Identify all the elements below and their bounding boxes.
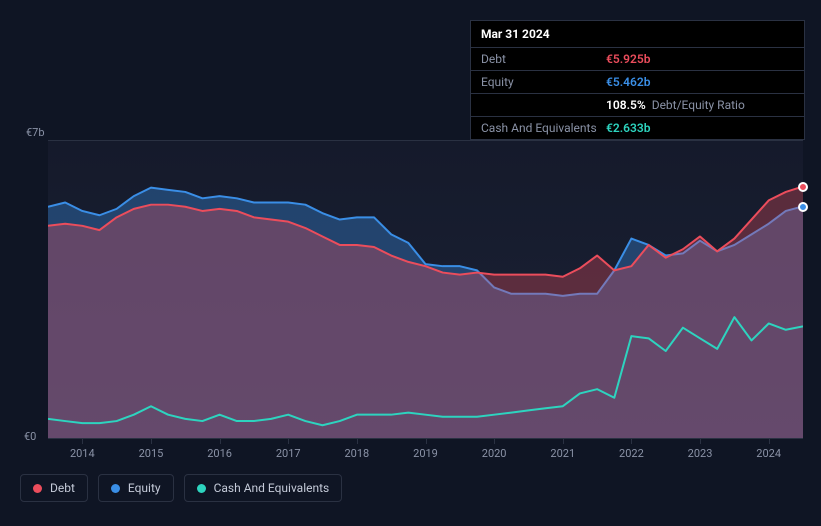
x-tick <box>700 439 701 444</box>
tooltip-row-value: €5.462b <box>606 75 650 89</box>
legend-label: Equity <box>128 481 161 495</box>
legend-label: Debt <box>50 481 75 495</box>
x-tick-label: 2024 <box>756 447 781 460</box>
tooltip-row: Equity€5.462b <box>471 71 804 94</box>
legend-dot-icon <box>197 484 206 493</box>
series-end-marker <box>798 202 808 212</box>
tooltip-row: 108.5%Debt/Equity Ratio <box>471 94 804 117</box>
x-tick <box>563 439 564 444</box>
tooltip-row-value: €5.925b <box>606 52 650 66</box>
tooltip-row-label <box>481 98 606 112</box>
legend-label: Cash And Equivalents <box>214 481 330 495</box>
tooltip-row: Debt€5.925b <box>471 48 804 71</box>
x-tick-label: 2014 <box>70 447 95 460</box>
x-tick <box>220 439 221 444</box>
chart-tooltip: Mar 31 2024 Debt€5.925bEquity€5.462b108.… <box>470 20 805 140</box>
x-tick-label: 2019 <box>413 447 438 460</box>
chart-container: €7b €0 201420152016201720182019202020212… <box>18 120 803 500</box>
x-tick <box>426 439 427 444</box>
x-tick-label: 2016 <box>207 447 232 460</box>
legend-item[interactable]: Equity <box>98 474 174 502</box>
tooltip-date: Mar 31 2024 <box>471 21 804 48</box>
tooltip-row-label: Debt <box>481 52 606 66</box>
legend-item[interactable]: Debt <box>20 474 88 502</box>
x-tick <box>769 439 770 444</box>
tooltip-row-label: Cash And Equivalents <box>481 121 606 135</box>
x-tick-label: 2017 <box>276 447 301 460</box>
x-tick <box>494 439 495 444</box>
x-tick <box>631 439 632 444</box>
x-tick-label: 2015 <box>139 447 164 460</box>
tooltip-row-label: Equity <box>481 75 606 89</box>
legend-item[interactable]: Cash And Equivalents <box>184 474 343 502</box>
tooltip-row-value: 108.5%Debt/Equity Ratio <box>606 98 745 112</box>
y-axis-min-label: €0 <box>24 430 36 443</box>
tooltip-row: Cash And Equivalents€2.633b <box>471 117 804 139</box>
x-tick <box>82 439 83 444</box>
series-end-marker <box>798 182 808 192</box>
x-tick-label: 2022 <box>619 447 644 460</box>
x-tick-label: 2021 <box>550 447 575 460</box>
x-axis: 2014 2015 2016 2017 2018 2019 2020 2021 2022 2023… <box>48 438 803 458</box>
x-tick <box>151 439 152 444</box>
chart-plot-area[interactable] <box>48 140 803 438</box>
x-tick-label: 2018 <box>344 447 369 460</box>
chart-legend: Debt Equity Cash And Equivalents <box>20 474 342 502</box>
x-tick <box>357 439 358 444</box>
y-axis-max-label: €7b <box>26 126 45 139</box>
legend-dot-icon <box>111 484 120 493</box>
x-tick-label: 2020 <box>482 447 507 460</box>
x-tick <box>288 439 289 444</box>
tooltip-row-value: €2.633b <box>606 121 650 135</box>
legend-dot-icon <box>33 484 42 493</box>
x-tick-label: 2023 <box>688 447 713 460</box>
